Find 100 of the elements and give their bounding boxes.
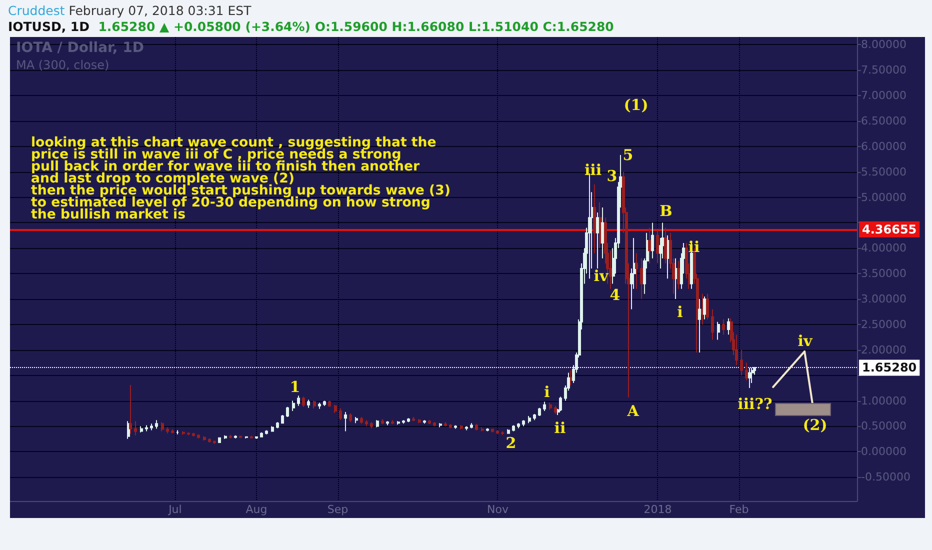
candlestick bbox=[182, 430, 185, 436]
candlestick bbox=[601, 206, 604, 259]
candlestick bbox=[370, 422, 373, 429]
candlestick bbox=[302, 396, 305, 408]
candlestick bbox=[281, 414, 284, 424]
candlestick bbox=[507, 428, 510, 434]
annotation: ii bbox=[554, 419, 566, 437]
candlestick bbox=[245, 436, 248, 439]
candlestick bbox=[549, 402, 552, 410]
candlestick bbox=[271, 426, 274, 432]
candlestick bbox=[360, 416, 363, 424]
candlestick bbox=[533, 414, 536, 421]
y-tick-label: 4.00000 bbox=[861, 242, 906, 255]
candlestick bbox=[470, 422, 473, 429]
candlestick bbox=[344, 411, 347, 432]
y-tick-label: 3.50000 bbox=[861, 267, 906, 280]
x-tick-label: Aug bbox=[246, 503, 268, 516]
candlestick bbox=[433, 422, 436, 427]
annotation: (1) bbox=[624, 96, 648, 114]
candlestick bbox=[465, 426, 468, 431]
candlestick bbox=[155, 420, 158, 430]
candlestick bbox=[635, 252, 638, 290]
candlestick bbox=[292, 400, 295, 412]
annotation: iii?? bbox=[738, 395, 773, 413]
y-tick-label: 1.00000 bbox=[861, 394, 906, 408]
candlestick bbox=[667, 234, 670, 280]
candlestick bbox=[517, 422, 520, 429]
annotation: (2) bbox=[802, 416, 828, 434]
candlestick bbox=[486, 428, 489, 432]
candlestick bbox=[460, 424, 463, 430]
candlestick bbox=[224, 434, 227, 440]
candlestick bbox=[203, 436, 206, 441]
candlestick bbox=[313, 400, 316, 409]
candlestick bbox=[745, 362, 748, 381]
annotation: 2 bbox=[506, 434, 516, 452]
candlestick bbox=[735, 334, 738, 366]
text: February 07, 2018 03:31 EST bbox=[68, 3, 252, 18]
candlestick bbox=[339, 408, 342, 421]
annotation: IOTA / Dollar, 1D bbox=[16, 40, 144, 56]
annotation: iv bbox=[798, 332, 814, 350]
candlestick bbox=[444, 422, 447, 427]
annotation: looking at this chart wave count , suggesting that the price is still in wave iii of C , price needs a strong pull back in order for wave iii to finish then another and last drop to complete wave (2) then the price would start pushing up towards wave (3) to estimated level of 20-30 depending on how strong the bullish market is bbox=[31, 136, 450, 222]
candlestick bbox=[402, 420, 405, 424]
candlestick bbox=[711, 308, 714, 340]
y-tick-label: 8.00000 bbox=[861, 38, 906, 52]
candlestick bbox=[423, 420, 426, 424]
candlestick bbox=[355, 416, 358, 424]
candlestick bbox=[648, 227, 651, 264]
y-tick-label: 5.50000 bbox=[861, 165, 906, 178]
candlestick bbox=[748, 367, 751, 389]
x-tick-label: Jul bbox=[168, 503, 182, 516]
x-tick-label: Feb bbox=[729, 503, 749, 516]
candlestick bbox=[386, 420, 389, 426]
candlestick bbox=[593, 184, 596, 254]
candlestick bbox=[717, 321, 720, 340]
candlestick bbox=[428, 420, 431, 425]
candlestick bbox=[449, 424, 452, 429]
candlestick bbox=[166, 426, 169, 434]
candlestick bbox=[260, 432, 263, 438]
candlestick bbox=[397, 420, 400, 426]
annotation: B bbox=[660, 202, 672, 220]
y-tick-label: 7.00000 bbox=[861, 89, 906, 102]
candlestick bbox=[150, 423, 153, 431]
candlestick bbox=[239, 435, 242, 438]
candlestick bbox=[376, 420, 379, 428]
y-tick-label: 2.00000 bbox=[861, 343, 906, 356]
candlestick bbox=[171, 428, 174, 434]
candlestick bbox=[543, 401, 546, 412]
candlestick bbox=[328, 400, 331, 408]
candlestick bbox=[698, 298, 701, 353]
candlestick bbox=[187, 432, 190, 436]
candlestick bbox=[197, 434, 200, 439]
candlestick bbox=[677, 260, 680, 290]
candlestick bbox=[307, 399, 310, 408]
y-tick-label: 3.00000 bbox=[861, 292, 906, 306]
annotation: 4 bbox=[610, 286, 620, 304]
candlestick bbox=[596, 212, 599, 269]
candlestick bbox=[522, 420, 525, 427]
candlestick bbox=[192, 432, 195, 437]
candlestick bbox=[491, 428, 494, 433]
chart-title: IOTUSD, 1D bbox=[8, 19, 91, 34]
annotation: i bbox=[544, 383, 550, 401]
y-tick-label: -0.50000 bbox=[861, 470, 910, 484]
annotation: 5 bbox=[622, 146, 634, 164]
candlestick bbox=[554, 405, 557, 414]
candlestick bbox=[475, 424, 478, 431]
annotation: i bbox=[677, 303, 684, 321]
candlestick bbox=[349, 412, 352, 423]
candlestick bbox=[407, 418, 410, 423]
candlestick bbox=[265, 430, 268, 435]
y-tick-label: 6.50000 bbox=[861, 114, 906, 128]
candlestick bbox=[706, 293, 709, 320]
candlestick bbox=[418, 418, 421, 424]
x-tick-label: 2018 bbox=[644, 503, 672, 516]
annotation: 1 bbox=[290, 378, 300, 396]
candlestick bbox=[454, 424, 457, 430]
y-tick-label: 2.50000 bbox=[861, 318, 906, 331]
x-tick-label: Nov bbox=[487, 503, 509, 516]
y-tick-label: 6.00000 bbox=[861, 140, 906, 153]
candlestick bbox=[512, 424, 515, 432]
